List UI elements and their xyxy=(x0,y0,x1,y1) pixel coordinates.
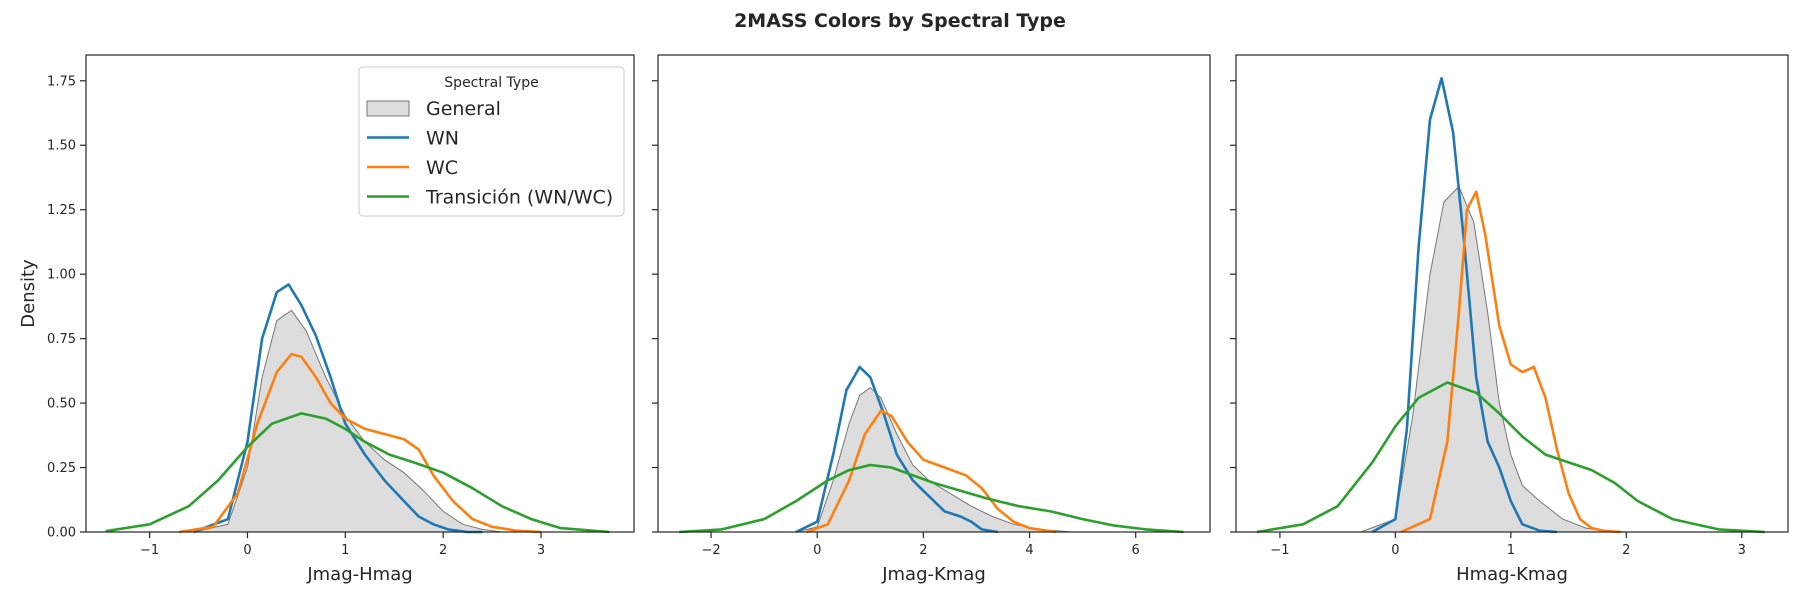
x-axis-label: Hmag-Kmag xyxy=(1456,564,1568,585)
x-tick-label: 1 xyxy=(1507,543,1515,558)
figure-title: 2MASS Colors by Spectral Type xyxy=(734,10,1066,32)
x-tick-label: 0 xyxy=(1391,543,1399,558)
y-tick-label: 0.75 xyxy=(47,332,76,347)
panel-3: −1 0 1 2 3 Hmag-Kmag xyxy=(1230,54,1789,585)
x-tick-label: 2 xyxy=(439,543,447,558)
x-tick-label: 3 xyxy=(537,543,545,558)
legend-swatch-general xyxy=(366,100,410,117)
x-tick-label: 3 xyxy=(1738,543,1746,558)
series-line-wc xyxy=(1400,190,1621,534)
series-line-general xyxy=(795,386,1073,533)
y-tick-label: 1.50 xyxy=(47,139,76,154)
panels: 0.00 0.25 0.50 0.75 1.00 1.25 1.50 1.75 −1 0 1 2 3 Jm… xyxy=(18,54,1789,585)
series-line-general xyxy=(1360,185,1627,533)
x-tick-label: 2 xyxy=(1622,543,1630,558)
legend-title: Spectral Type xyxy=(444,75,538,91)
series-line-wn xyxy=(193,283,483,534)
series-line-wc xyxy=(806,409,1057,534)
plot-frame xyxy=(85,54,635,533)
y-tick-label: 0.50 xyxy=(47,397,76,412)
plot-frame xyxy=(1235,54,1789,533)
legend-box xyxy=(358,66,625,217)
panel-1: 0.00 0.25 0.50 0.75 1.00 1.25 1.50 1.75 −1 0 1 2 3 Jm… xyxy=(18,54,635,585)
series-line-transici-n-wn-wc xyxy=(679,463,1184,534)
y-tick-label: 1.00 xyxy=(47,268,76,283)
legend-label-transici-n-wn-wc: Transición (WN/WC) xyxy=(425,187,613,209)
legend-label-general: General xyxy=(426,98,501,120)
series-line-transici-n-wn-wc xyxy=(1256,381,1765,534)
x-tick-label: 6 xyxy=(1132,543,1140,558)
x-tick-label: −1 xyxy=(1270,543,1289,558)
legend-label-wc: WC xyxy=(426,157,458,179)
legend-label-wn: WN xyxy=(426,128,459,150)
x-tick-label: 1 xyxy=(341,543,349,558)
series-line-wc xyxy=(178,352,542,534)
series-line-general xyxy=(193,309,502,533)
x-tick-label: −1 xyxy=(140,543,159,558)
plot-frame xyxy=(657,54,1211,533)
y-tick-label: 0.25 xyxy=(47,461,76,476)
y-tick-label: 0.00 xyxy=(47,526,76,541)
series-area-general xyxy=(796,387,1072,532)
x-tick-label: 0 xyxy=(243,543,251,558)
y-tick-label: 1.75 xyxy=(47,74,76,89)
panel-2: −2 0 2 4 6 Jmag-Kmag xyxy=(652,54,1211,585)
x-tick-label: 4 xyxy=(1025,543,1033,558)
series-line-wn xyxy=(795,365,998,534)
y-tick-label: 1.25 xyxy=(47,203,76,218)
x-tick-label: −2 xyxy=(701,543,720,558)
x-axis-label: Jmag-Hmag xyxy=(306,564,412,585)
x-tick-label: 0 xyxy=(813,543,821,558)
x-tick-label: 2 xyxy=(919,543,927,558)
series-line-transici-n-wn-wc xyxy=(105,412,610,534)
legend: Spectral Type General WN WC Transición (WN/W… xyxy=(358,66,625,217)
y-axis-label: Density xyxy=(18,259,39,328)
x-axis-label: Jmag-Kmag xyxy=(881,564,986,585)
